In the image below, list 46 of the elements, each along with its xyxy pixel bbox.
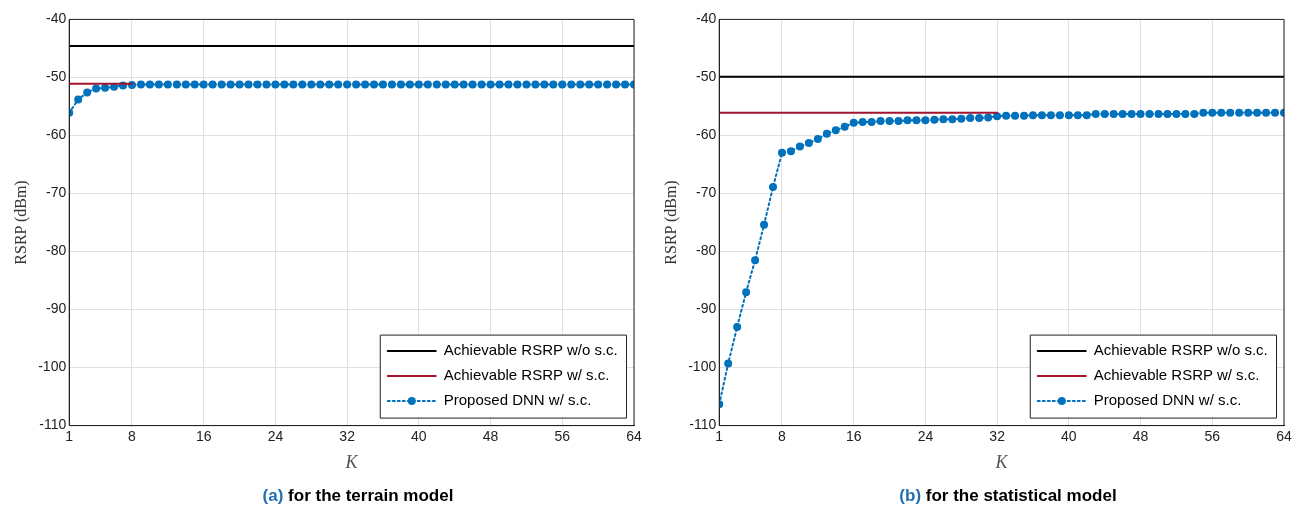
- y-tick-label: -110: [39, 416, 67, 433]
- y-tick-label: -40: [695, 10, 717, 27]
- x-tick-label: 40: [411, 427, 427, 444]
- y-tick-label: -40: [45, 10, 67, 27]
- text: (b) for the statistical model: [899, 486, 1117, 505]
- x-tick-label: 48: [1132, 427, 1149, 444]
- x-tick-label: 1: [715, 427, 724, 444]
- y-tick-label: -100: [688, 358, 717, 375]
- x-tick-label: 8: [128, 427, 137, 444]
- x-axis-title: K: [344, 451, 359, 472]
- y-axis-title: RSRP (dBm): [11, 180, 30, 265]
- x-tick-label: 64: [626, 427, 642, 444]
- legend-label: Proposed DNN w/ s.c.: [443, 391, 592, 409]
- x-tick-label: 16: [845, 427, 862, 444]
- legend-label: Achievable RSRP w/ s.c.: [443, 366, 610, 384]
- x-tick-label: 48: [482, 427, 499, 444]
- y-tick-label: -80: [695, 242, 717, 259]
- x-tick-label: 40: [1061, 427, 1077, 444]
- x-tick-label: 56: [554, 427, 571, 444]
- text: (a) for the terrain model: [262, 486, 454, 505]
- y-tick-label: -110: [689, 416, 717, 433]
- legend-label: Proposed DNN w/ s.c.: [1093, 391, 1242, 409]
- x-tick-label: 24: [917, 427, 934, 444]
- x-tick-label: 64: [1276, 427, 1292, 444]
- y-tick-label: -100: [38, 358, 67, 375]
- x-tick-label: 32: [339, 427, 356, 444]
- y-tick-label: -60: [695, 126, 717, 143]
- y-tick-label: -90: [45, 300, 67, 317]
- legend-label: Achievable RSRP w/o s.c.: [443, 341, 618, 359]
- x-axis-title: K: [994, 451, 1009, 472]
- y-tick-label: -50: [45, 68, 67, 85]
- x-tick-label: 1: [65, 427, 74, 444]
- y-tick-label: -90: [695, 300, 717, 317]
- x-tick-label: 8: [778, 427, 787, 444]
- legend-label: Achievable RSRP w/o s.c.: [1093, 341, 1268, 359]
- x-tick-label: 32: [989, 427, 1006, 444]
- x-tick-label: 24: [267, 427, 284, 444]
- y-axis-title: RSRP (dBm): [661, 180, 680, 265]
- y-tick-label: -50: [695, 68, 717, 85]
- y-tick-label: -70: [695, 184, 717, 201]
- x-tick-label: 16: [195, 427, 212, 444]
- y-tick-label: -60: [45, 126, 67, 143]
- x-tick-label: 56: [1204, 427, 1221, 444]
- legend-label: Achievable RSRP w/ s.c.: [1093, 366, 1260, 384]
- y-tick-label: -80: [45, 242, 67, 259]
- y-tick-label: -70: [45, 184, 67, 201]
